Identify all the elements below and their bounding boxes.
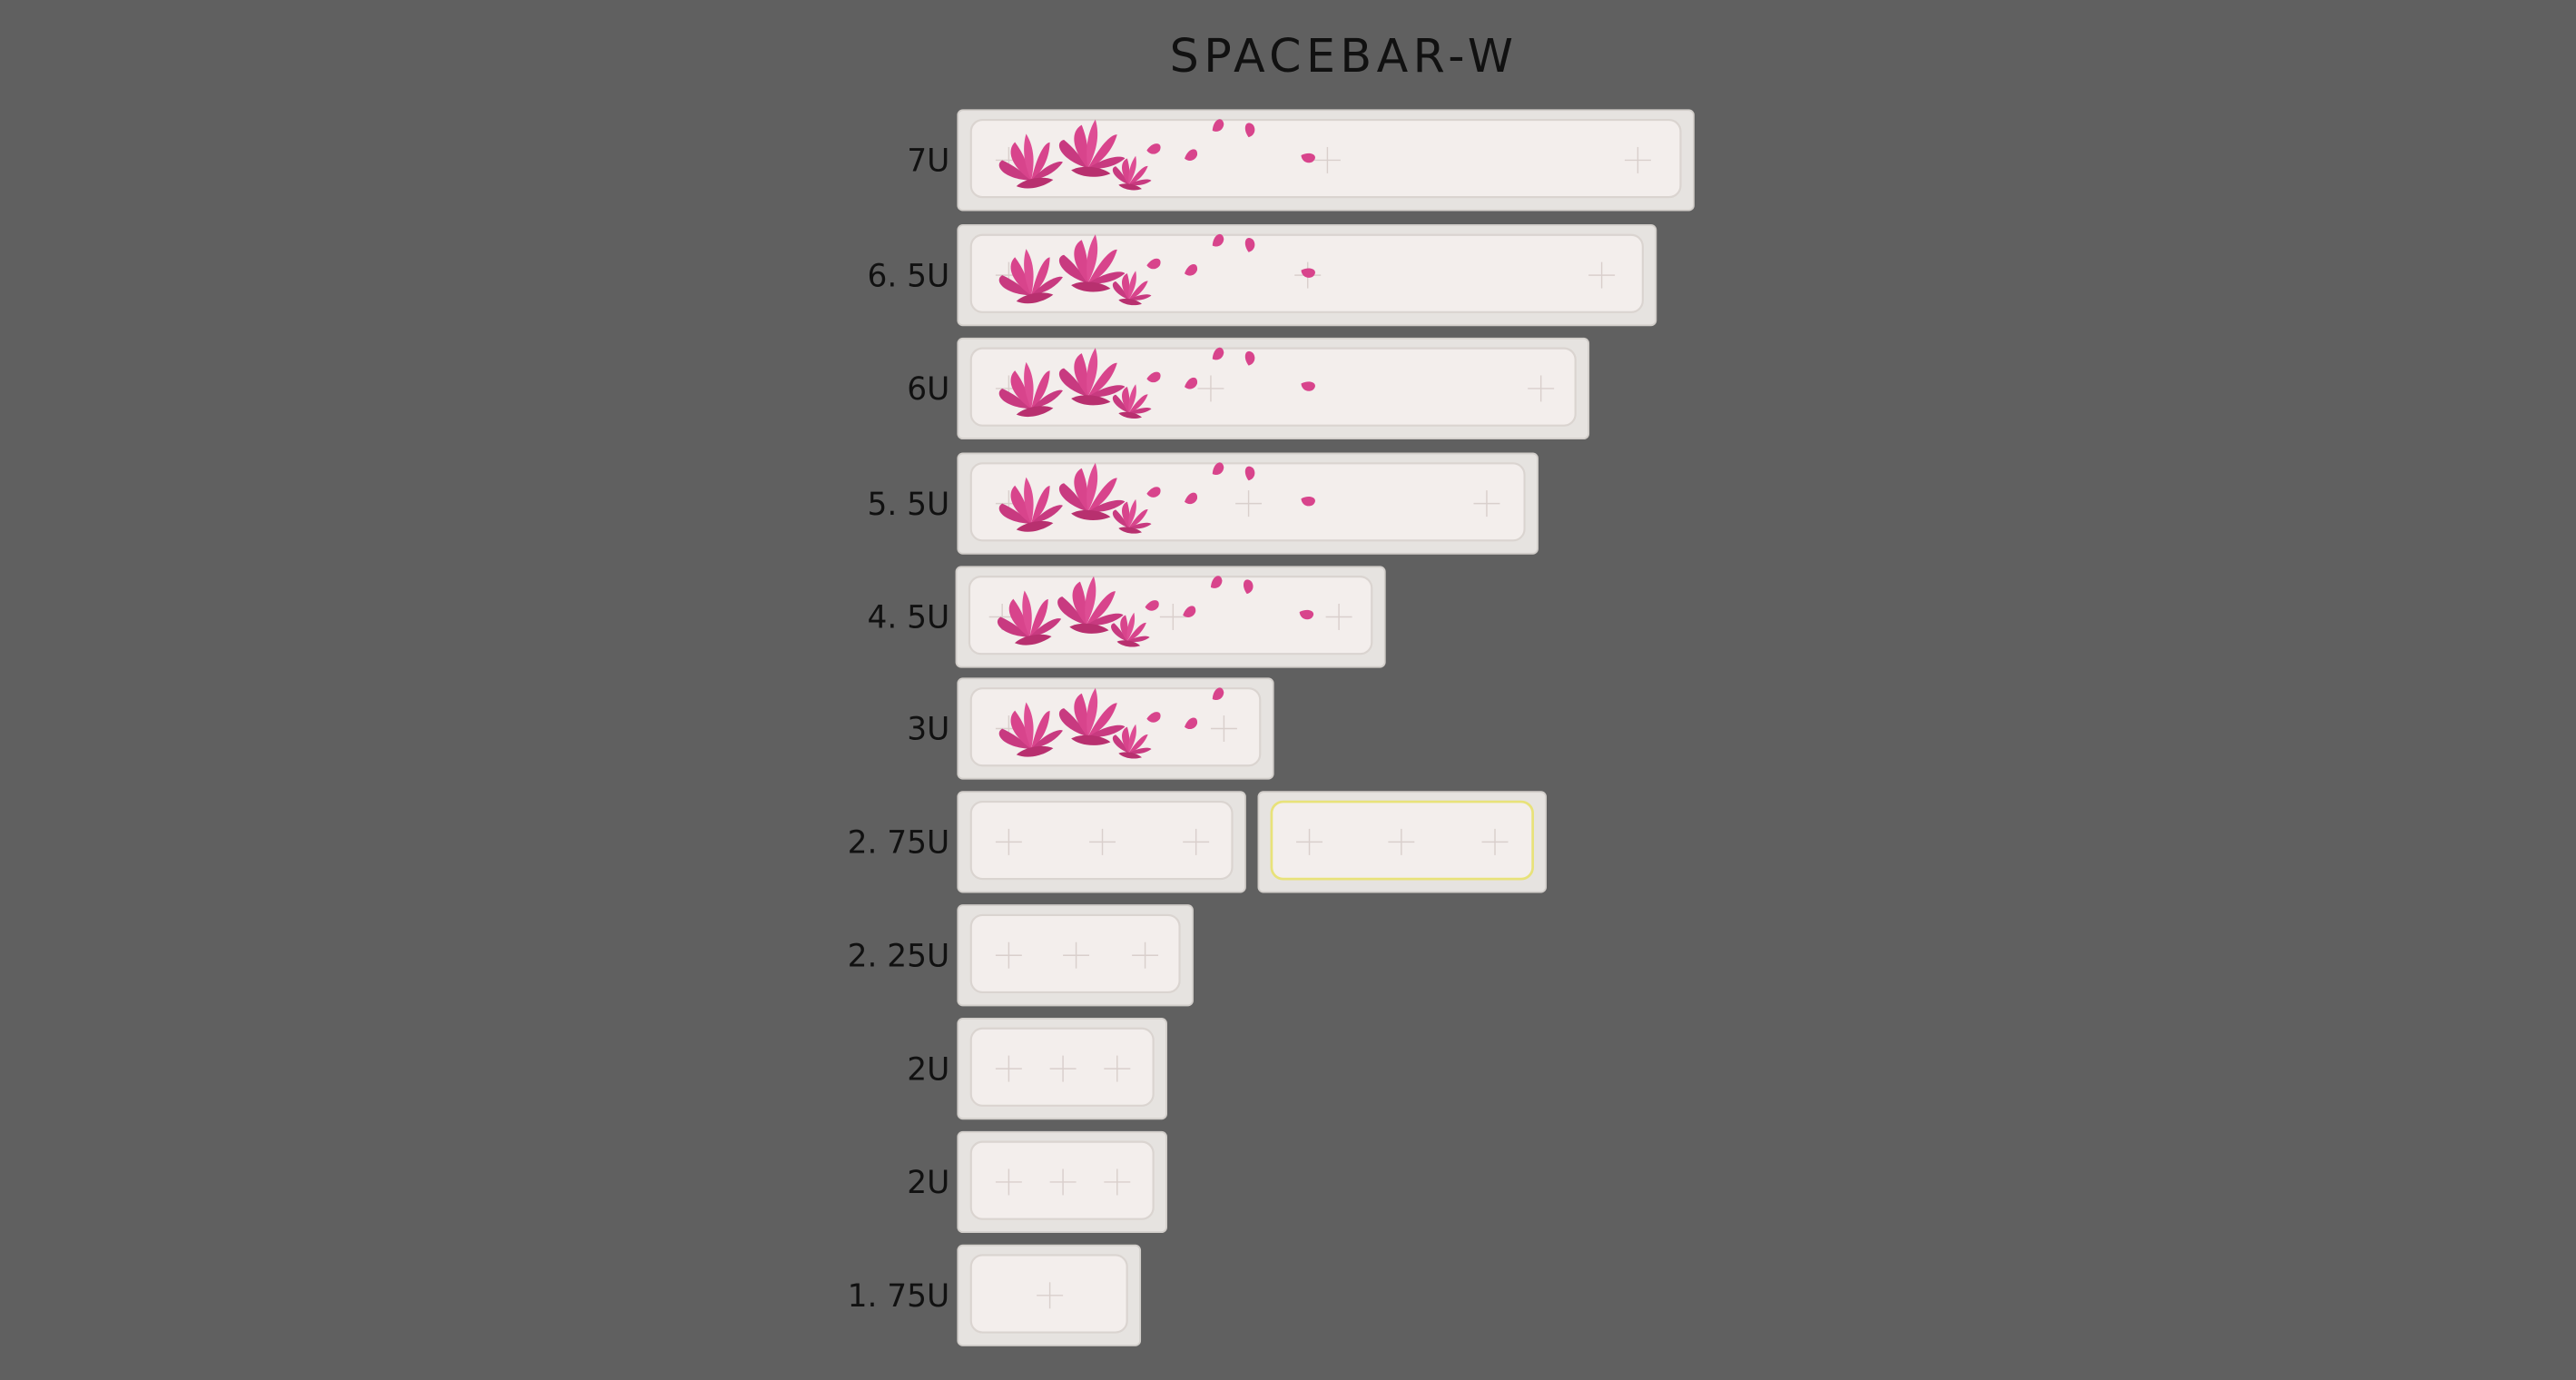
- size-label: 6U: [907, 371, 949, 408]
- size-label: 5. 5U: [867, 487, 949, 523]
- size-label: 3U: [907, 712, 949, 748]
- keycap-top: [969, 1027, 1155, 1107]
- keycap-top: [969, 1140, 1155, 1220]
- keycap-top: [969, 913, 1181, 994]
- keycap: [957, 791, 1246, 893]
- title: SPACEBAR-W: [1170, 29, 1519, 83]
- keycap-top: [969, 119, 1682, 199]
- keycap-top: [969, 347, 1577, 427]
- keycap: [957, 1018, 1168, 1120]
- keycap: [957, 677, 1274, 780]
- keycap-top: [1270, 800, 1534, 881]
- size-label: 2. 25U: [848, 938, 950, 974]
- keycap-top: [968, 576, 1373, 656]
- size-label: 2U: [907, 1051, 949, 1088]
- keycap: [957, 1244, 1142, 1346]
- keycap: [957, 452, 1539, 555]
- keycap: [957, 109, 1695, 212]
- keycap-top: [969, 800, 1234, 881]
- keycap: [955, 566, 1386, 668]
- size-label: 4. 5U: [867, 600, 949, 636]
- keycap: [957, 223, 1657, 327]
- size-label: 2. 75U: [848, 825, 950, 862]
- keycap: [957, 337, 1590, 440]
- size-label: 1. 75U: [848, 1278, 950, 1315]
- size-label: 2U: [907, 1165, 949, 1201]
- keycap: [957, 904, 1194, 1007]
- keycap: [957, 1130, 1168, 1234]
- keycap-top: [969, 1254, 1128, 1334]
- size-label: 7U: [907, 143, 949, 180]
- size-label: 6. 5U: [867, 258, 949, 294]
- keycap: [1257, 791, 1547, 893]
